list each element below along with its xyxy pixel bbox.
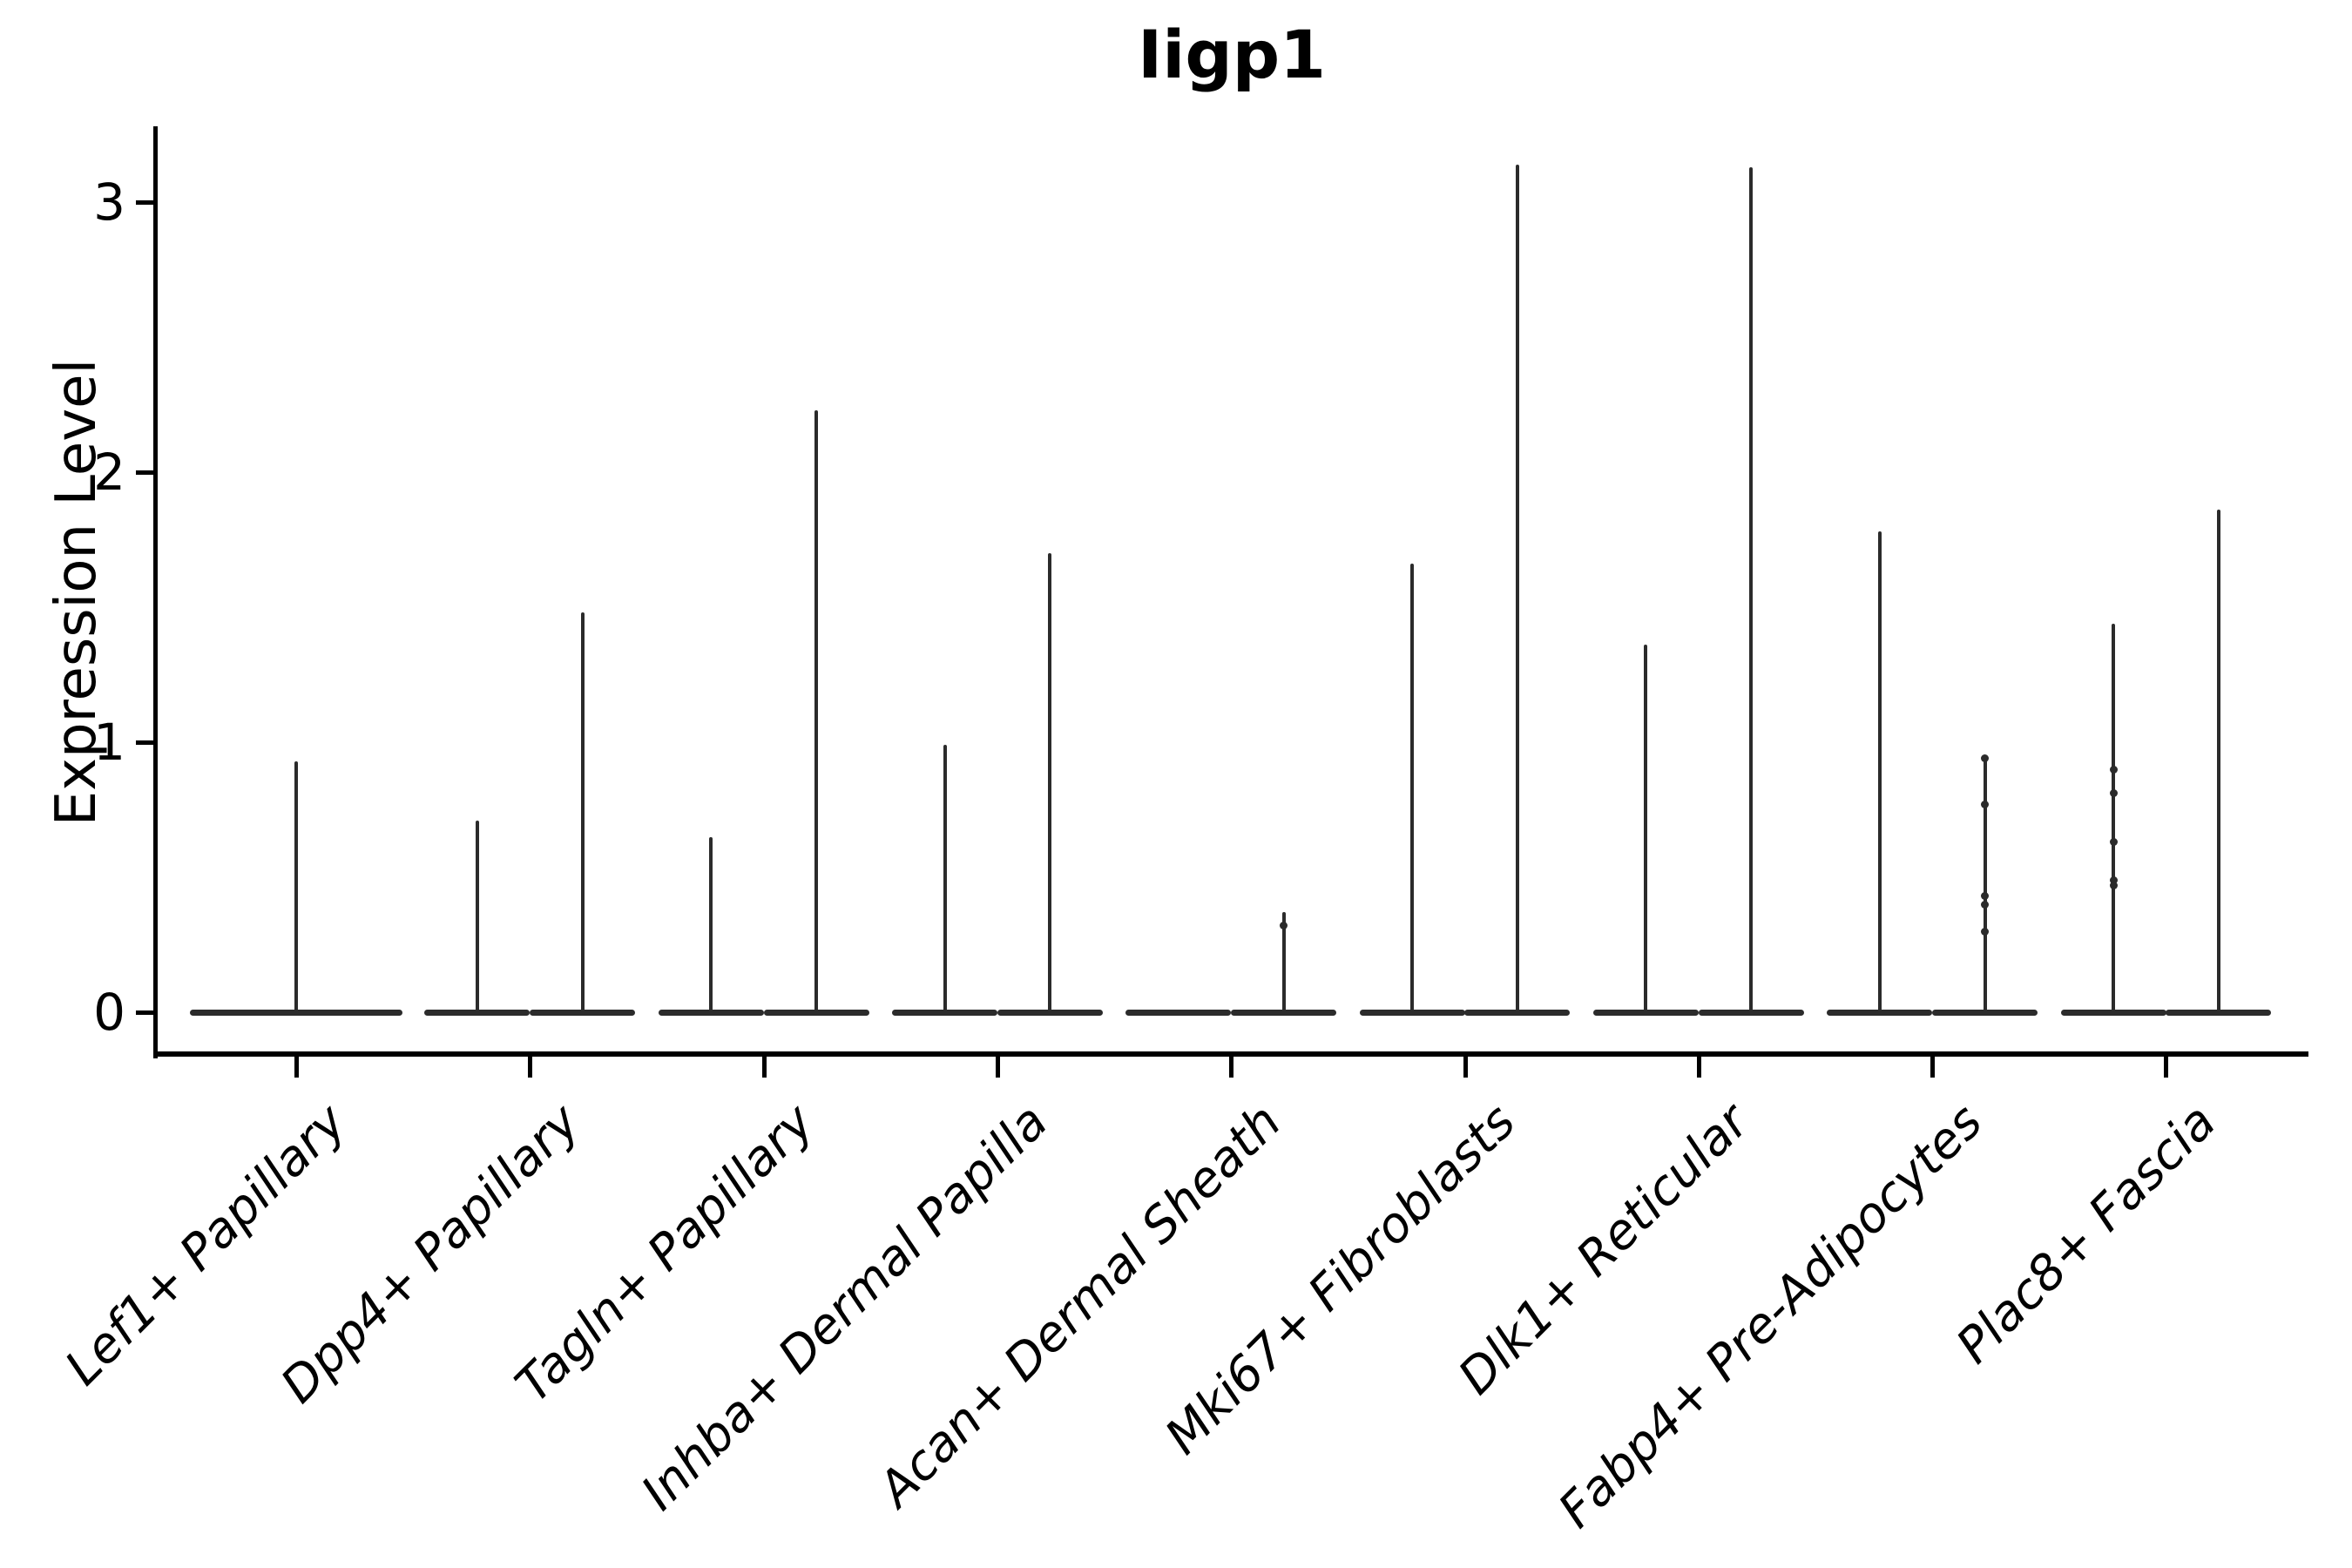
x-tick [528, 1057, 533, 1078]
x-tick [995, 1057, 1000, 1078]
y-tick-label: 3 [93, 172, 125, 232]
y-tick [136, 1010, 154, 1015]
y-tick [136, 200, 154, 205]
violin-body [1827, 1009, 1933, 1016]
violin-body [190, 1009, 402, 1016]
violin-spike [1048, 553, 1052, 1012]
violin-spike [475, 820, 479, 1012]
violin-spike [1410, 564, 1415, 1012]
expression-point [1981, 754, 1989, 763]
violin-spike [1877, 531, 1882, 1012]
expression-point [1981, 900, 1989, 909]
violin-spike [1644, 645, 1648, 1012]
expression-point [2109, 765, 2118, 774]
expression-point [1981, 800, 1989, 808]
violin-spike [943, 745, 947, 1012]
x-tick-label: Inhba+ Dermal Papilla [631, 1093, 1059, 1522]
y-axis-spine [153, 126, 158, 1058]
expression-point [1981, 892, 1989, 901]
x-tick [1930, 1057, 1936, 1078]
x-tick-label: Fabp4+ Pre-Adipocytes [1547, 1093, 1994, 1539]
expression-point [2109, 875, 2118, 884]
violin-body [1698, 1009, 1804, 1016]
y-tick-label: 1 [93, 713, 125, 772]
violin-body [763, 1009, 869, 1016]
violin-body [530, 1009, 636, 1016]
y-tick-label: 0 [93, 983, 125, 1042]
violin-body [1464, 1009, 1571, 1016]
violin-body [1125, 1009, 1232, 1016]
plot-title: Iigp1 [1137, 16, 1326, 93]
violin-spike [1983, 755, 1987, 1012]
violin-spike [1749, 166, 1754, 1012]
violin-spike [1281, 912, 1286, 1012]
y-tick [136, 740, 154, 745]
violin-spike [709, 836, 713, 1012]
violin-body [658, 1009, 764, 1016]
violin-spike [2216, 510, 2220, 1012]
x-tick [1229, 1057, 1234, 1078]
violin-body [424, 1009, 531, 1016]
violin-body [1932, 1009, 2038, 1016]
violin-body [2060, 1009, 2166, 1016]
expression-point [2109, 789, 2118, 798]
expression-point [2109, 838, 2118, 847]
violin-body [997, 1009, 1103, 1016]
violin-body [2166, 1009, 2272, 1016]
y-tick [136, 470, 154, 475]
x-tick-label: Acan+ Dermal Sheath [868, 1093, 1293, 1518]
x-axis-spine [153, 1051, 2308, 1057]
x-tick [2164, 1057, 2169, 1078]
expression-point [1981, 927, 1989, 936]
violin-body [1359, 1009, 1465, 1016]
expression-point [2109, 881, 2118, 889]
x-tick [1696, 1057, 1701, 1078]
violin-spike [1515, 164, 1519, 1012]
x-tick [1463, 1057, 1468, 1078]
violin-spike [580, 612, 585, 1012]
expression-point [1280, 922, 1288, 930]
violin-spike [2112, 623, 2115, 1012]
x-tick [761, 1057, 767, 1078]
x-tick [294, 1057, 299, 1078]
y-tick-label: 2 [93, 443, 125, 502]
violin-spike [294, 760, 298, 1012]
violin-body [1231, 1009, 1337, 1016]
violin-body [1592, 1009, 1699, 1016]
violin-body [892, 1009, 997, 1016]
violin-spike [814, 409, 818, 1012]
